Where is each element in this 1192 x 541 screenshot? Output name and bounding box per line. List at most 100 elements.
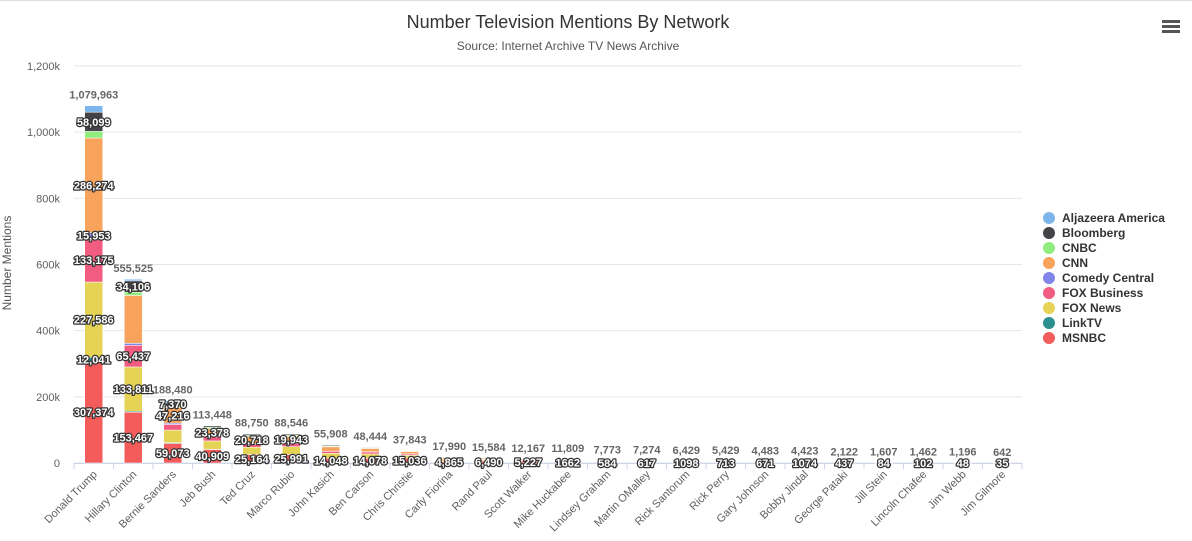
x-tick-label: Ted Cruz — [218, 469, 258, 509]
data-label: 227,586 — [74, 315, 114, 327]
y-tick-label: 200k — [36, 392, 60, 404]
chart-subtitle: Source: Internet Archive TV News Archive — [457, 39, 680, 53]
menu-bar — [1162, 20, 1180, 23]
data-label: 1662 — [556, 458, 580, 470]
legend-symbol — [1043, 257, 1055, 269]
data-label: 307,374 — [74, 407, 115, 419]
total-label: 1,196 — [949, 447, 977, 459]
total-label: 11,809 — [551, 443, 584, 455]
total-label: 1,079,963 — [69, 90, 118, 102]
bar-segment — [124, 278, 143, 282]
data-label: 4,865 — [435, 457, 463, 469]
data-label: 7,370 — [159, 399, 187, 411]
data-label: 20,718 — [235, 435, 269, 447]
x-tick-label: Jeb Bush — [177, 469, 218, 510]
total-label: 7,274 — [633, 445, 661, 457]
data-label: 84 — [878, 458, 891, 470]
data-label: 35 — [996, 458, 1008, 470]
data-label: 713 — [717, 458, 735, 470]
data-label: 19,943 — [274, 435, 308, 447]
data-label: 437 — [835, 458, 853, 470]
data-label: 58,099 — [77, 117, 111, 129]
x-tick-label: Jill Stein — [852, 469, 889, 506]
y-tick-label: 400k — [36, 326, 60, 338]
legend-label[interactable]: Comedy Central — [1062, 271, 1154, 285]
data-label: 671 — [756, 458, 774, 470]
total-label: 113,448 — [193, 409, 232, 421]
data-label: 6,490 — [475, 457, 503, 469]
menu-bar — [1162, 30, 1180, 33]
chart-title: Number Television Mentions By Network — [407, 12, 731, 32]
y-tick-label: 1,000k — [27, 127, 61, 139]
data-label: 133,811 — [114, 384, 153, 396]
legend-symbol — [1043, 332, 1055, 344]
legend-symbol — [1043, 272, 1055, 284]
bar-segment — [124, 343, 143, 346]
total-label: 5,429 — [712, 445, 740, 457]
total-label: 4,483 — [751, 446, 779, 458]
bar-segment — [361, 451, 380, 455]
legend-label[interactable]: CNBC — [1062, 241, 1097, 255]
total-label: 555,525 — [113, 263, 153, 275]
legend-label[interactable]: Aljazeera America — [1062, 211, 1165, 225]
data-label: 40,909 — [195, 451, 229, 463]
bar-segment — [321, 446, 340, 452]
data-label: 153,467 — [113, 433, 153, 445]
data-label: 5,227 — [514, 457, 542, 469]
data-label: 14,078 — [353, 456, 387, 468]
legend-label[interactable]: LinkTV — [1062, 316, 1102, 330]
legend-symbol — [1043, 227, 1055, 239]
bar-segment — [321, 451, 340, 454]
data-label: 286,274 — [74, 180, 115, 192]
bar-segment — [163, 429, 182, 443]
total-label: 642 — [993, 447, 1011, 459]
data-label: 15,036 — [393, 456, 427, 468]
data-label: 65,437 — [116, 351, 150, 363]
data-label: 47,216 — [156, 410, 190, 422]
total-label: 17,990 — [432, 441, 466, 453]
total-label: 188,480 — [153, 385, 193, 397]
total-label: 55,908 — [314, 429, 348, 441]
legend-label[interactable]: FOX Business — [1062, 286, 1144, 300]
total-label: 48,444 — [353, 431, 388, 443]
data-label: 25,164 — [235, 454, 270, 466]
total-label: 15,584 — [472, 442, 507, 454]
legend-label[interactable]: Bloomberg — [1062, 226, 1125, 240]
data-label: 34,106 — [116, 282, 150, 294]
total-label: 2,122 — [830, 446, 858, 458]
data-label: 59,073 — [156, 448, 190, 460]
menu-button[interactable] — [1162, 20, 1180, 33]
total-label: 1,607 — [870, 446, 898, 458]
data-label: 1098 — [674, 458, 698, 470]
data-label: 48 — [957, 458, 969, 470]
data-label: 133,175 — [74, 255, 114, 267]
bar-segment — [361, 448, 380, 453]
legend-label[interactable]: MSNBC — [1062, 331, 1106, 345]
legend-symbol — [1043, 212, 1055, 224]
total-label: 37,843 — [393, 434, 427, 446]
total-label: 88,546 — [274, 418, 308, 430]
legend-label[interactable]: CNN — [1062, 256, 1088, 270]
legend-symbol — [1043, 317, 1055, 329]
legend-label[interactable]: FOX News — [1062, 301, 1122, 315]
bar-segment — [400, 451, 419, 455]
bar-segment — [124, 295, 143, 344]
bar-segment — [321, 444, 340, 446]
y-tick-label: 0 — [54, 458, 60, 470]
total-label: 12,167 — [511, 443, 545, 455]
total-label: 4,423 — [791, 446, 819, 458]
y-tick-label: 600k — [36, 260, 60, 272]
total-label: 88,750 — [235, 418, 269, 430]
legend-symbol — [1043, 302, 1055, 314]
bar-segment — [84, 131, 103, 139]
data-label: 102 — [914, 458, 932, 470]
data-label: 15,953 — [77, 230, 111, 242]
data-label: 617 — [638, 458, 656, 470]
bar-segment — [242, 433, 261, 435]
data-label: 584 — [598, 458, 617, 470]
bar-segment — [163, 424, 182, 431]
legend-symbol — [1043, 287, 1055, 299]
data-label: 1074 — [793, 458, 818, 470]
data-label: 25,991 — [274, 454, 308, 466]
y-axis-title: Number Mentions — [0, 216, 14, 311]
